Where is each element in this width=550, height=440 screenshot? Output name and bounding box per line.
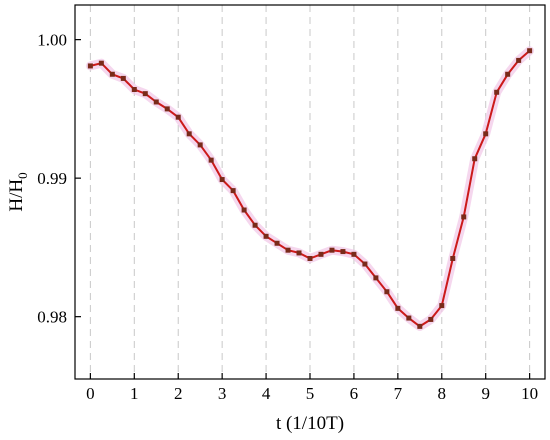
data-point [472,156,478,162]
data-point [153,99,159,105]
data-point [296,250,302,256]
x-tick-label: 5 [306,384,315,403]
data-point [186,131,192,137]
x-tick-label: 4 [262,384,271,403]
data-point [340,249,346,255]
data-point [197,142,203,148]
data-point [516,57,522,63]
data-point [274,240,280,246]
grid [89,5,531,379]
data-point [351,251,357,257]
x-tick-label: 7 [394,384,403,403]
x-axis-label: t (1/10T) [276,413,344,434]
tick-labels: 0 1 2 3 4 5 6 7 8 9 10 0.98 0.99 1.00 [37,31,538,403]
data-point [219,177,225,183]
data-point [494,89,500,95]
data-point [527,48,533,54]
data-point [241,207,247,213]
data-point [428,316,434,322]
x-tick-label: 1 [130,384,139,403]
data-point [285,247,291,253]
data-point [450,255,456,261]
y-axis-label: H/H0 [6,172,30,211]
data-point [230,188,236,194]
y-axis-label-main: H/H [6,179,27,212]
data-point [120,75,126,81]
data-point [384,289,390,295]
data-point [208,157,214,163]
data-point [263,233,269,239]
data-point [505,71,511,77]
data-point [164,106,170,112]
data-point [461,214,467,220]
data-point [395,305,401,311]
data-point [362,261,368,267]
x-tick-label: 10 [521,384,538,403]
data-point [87,63,93,69]
data-point [98,60,104,66]
data-point [175,114,181,120]
x-tick-label: 8 [438,384,447,403]
data-point [373,275,379,281]
x-tick-label: 0 [86,384,95,403]
x-tick-label: 6 [350,384,359,403]
x-tick-label: 9 [481,384,490,403]
data-point [439,303,445,309]
data-point [329,247,335,253]
data-point [252,222,258,228]
data-point [318,251,324,257]
data-point [417,323,423,329]
data-point [109,71,115,77]
series-group [85,46,535,331]
ticks [75,39,531,379]
y-tick-label: 1.00 [37,31,67,50]
y-tick-label: 0.98 [37,308,67,327]
x-tick-label: 2 [174,384,183,403]
data-point [483,131,489,137]
data-point [142,91,148,97]
y-axis-label-subscript: 0 [15,172,30,179]
data-point [131,86,137,92]
data-point [406,315,412,321]
data-point [307,255,313,261]
y-tick-label: 0.99 [37,169,67,188]
x-tick-label: 3 [218,384,227,403]
